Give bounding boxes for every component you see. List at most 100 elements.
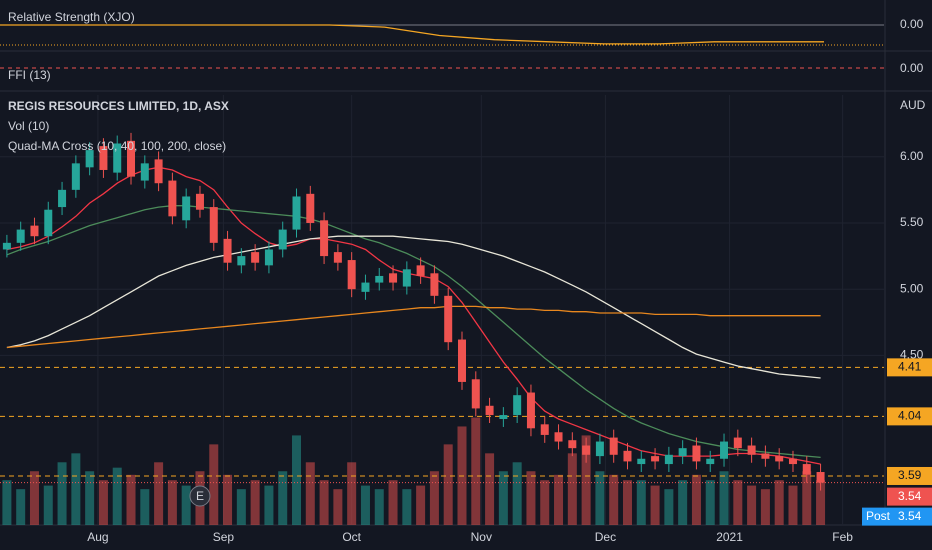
volume-bar <box>678 480 688 525</box>
level-label: 4.04 <box>898 409 922 423</box>
y-tick-label: 5.00 <box>900 281 924 295</box>
volume-bar <box>416 485 426 525</box>
candle-body <box>2 242 11 250</box>
x-tick-label: Nov <box>471 530 492 544</box>
volume-bar <box>181 485 191 525</box>
rs-line <box>0 24 824 45</box>
volume-bar <box>43 485 53 525</box>
volume-bar <box>333 489 343 525</box>
level-label: 3.59 <box>898 468 922 482</box>
volume-bar <box>526 471 536 525</box>
candle-body <box>678 448 687 457</box>
candle-body <box>195 193 204 210</box>
chart-title: REGIS RESOURCES LIMITED, 1D, ASX <box>8 99 229 113</box>
candle-body <box>113 143 122 173</box>
candle-body <box>30 225 39 237</box>
volume-bar <box>388 480 398 525</box>
candle-body <box>292 196 301 230</box>
candle-body <box>816 472 825 483</box>
candle-body <box>568 440 577 449</box>
candle-body <box>99 146 108 170</box>
volume-bar <box>209 444 219 525</box>
candle-body <box>140 163 149 181</box>
volume-bar <box>167 480 177 525</box>
volume-bar <box>816 480 826 525</box>
candle-body <box>788 458 797 465</box>
ma-line <box>6 305 821 349</box>
candle-body <box>416 265 425 276</box>
level-label-box <box>887 466 932 485</box>
y-tick-label: 6.00 <box>900 149 924 163</box>
volume-bar <box>71 453 81 525</box>
candle-body <box>540 424 549 435</box>
candle-body <box>430 273 439 296</box>
volume-bar <box>154 462 164 525</box>
indicator-label: Quad-MA Cross (10, 40, 100, 200, close) <box>8 139 226 153</box>
volume-bar <box>57 462 67 525</box>
volume-bar <box>540 480 550 525</box>
indicator-label: Vol (10) <box>8 119 49 133</box>
rs-title: Relative Strength (XJO) <box>8 10 135 24</box>
candle-body <box>182 196 191 221</box>
volume-bar <box>595 471 605 525</box>
ffi-title: FFI (13) <box>8 68 51 82</box>
volume-bar <box>250 480 260 525</box>
volume-bar <box>554 474 564 525</box>
level-label: 4.41 <box>898 360 922 374</box>
x-tick-label: Oct <box>342 530 361 544</box>
volume-bar <box>98 480 108 525</box>
level-label-box <box>887 407 932 426</box>
volume-bar <box>691 474 701 525</box>
candle-body <box>609 437 618 455</box>
volume-bar <box>443 444 453 525</box>
volume-bar <box>747 485 757 525</box>
volume-bar <box>292 435 302 525</box>
volume-bar <box>788 485 798 525</box>
last-price-label: 3.54 <box>898 489 922 503</box>
post-label: Post <box>866 509 891 523</box>
candle-body <box>251 252 260 263</box>
volume-bar <box>719 471 729 525</box>
candle-body <box>747 445 756 455</box>
candle-body <box>471 379 480 409</box>
volume-bar <box>512 462 522 525</box>
rs-tick: 0.00 <box>900 17 924 31</box>
candle-body <box>168 180 177 217</box>
volume-bar <box>16 489 26 525</box>
candle-body <box>127 140 136 177</box>
volume-bar <box>664 489 674 525</box>
candle-body <box>706 458 715 465</box>
volume-bar <box>622 480 632 525</box>
volume-bar <box>581 435 591 525</box>
candle-body <box>71 163 80 190</box>
x-tick-label: Dec <box>595 530 616 544</box>
candle-body <box>16 229 25 243</box>
volume-bar <box>609 474 619 525</box>
volume-bar <box>347 462 357 525</box>
candle-body <box>664 454 673 465</box>
last-price-box <box>887 487 932 506</box>
y-tick-label: 4.50 <box>900 348 924 362</box>
volume-bar <box>802 471 812 525</box>
y-tick-label: 5.50 <box>900 215 924 229</box>
volume-bar <box>29 471 39 525</box>
post-value: 3.54 <box>898 509 922 523</box>
candle-body <box>209 207 218 243</box>
volume-bar <box>471 417 481 525</box>
candle-body <box>278 229 287 250</box>
volume-bar <box>636 480 646 525</box>
volume-bar <box>733 480 743 525</box>
volume-bar <box>278 471 288 525</box>
volume-bar <box>126 474 136 525</box>
currency: AUD <box>900 98 926 112</box>
volume-bar <box>774 480 784 525</box>
candle-body <box>389 273 398 283</box>
earnings-label: E <box>196 489 204 503</box>
candle-body <box>526 392 535 429</box>
candle-body <box>223 238 232 263</box>
candle-body <box>651 456 660 462</box>
candle-body <box>237 256 246 266</box>
candle-body <box>457 339 466 382</box>
volume-bar <box>2 480 12 525</box>
candle-body <box>775 456 784 462</box>
